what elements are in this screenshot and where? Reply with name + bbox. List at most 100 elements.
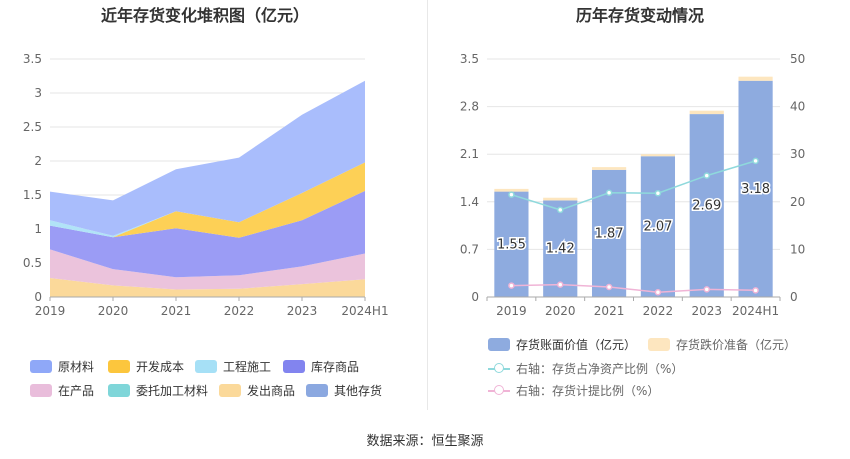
y-tick-label: 3 [34, 86, 42, 100]
x-tick-label: 2022 [224, 304, 255, 318]
area-原材料 [50, 80, 365, 236]
legend-label: 其他存货 [334, 384, 383, 398]
y-tick-label: 0.5 [23, 256, 42, 270]
data-label: 2.69 [692, 199, 721, 214]
right-chart-title: 历年存货变动情况 [575, 6, 704, 25]
left-legend: 原材料 开发成本 工程施工 库存商品 在产品 委托加工材料 发出商品 其他存货 [0, 358, 420, 398]
data-label: 3.18 [741, 182, 770, 197]
legend-label: 库存商品 [311, 360, 360, 374]
point-net-asset-ratio [557, 206, 564, 214]
x-tick-label: 2023 [287, 304, 318, 318]
x-tick-label: 2019 [35, 304, 66, 318]
point-net-asset-ratio [654, 189, 662, 197]
legend-item-raw-materials[interactable]: 原材料 [30, 358, 94, 375]
legend-swatch [306, 384, 328, 397]
data-label: 1.87 [595, 226, 624, 241]
point-net-asset-ratio [703, 172, 710, 179]
point-provision-ratio [752, 287, 759, 294]
point-provision-ratio [703, 286, 710, 293]
legend-item-construction[interactable]: 工程施工 [195, 358, 271, 375]
legend-swatch [488, 338, 510, 351]
legend-label: 原材料 [58, 360, 95, 374]
x-tick-label: 2019 [496, 304, 527, 318]
y-left-tick-label: 0.7 [460, 242, 479, 256]
point-provision-ratio [605, 283, 613, 291]
y-right-tick-label: 20 [790, 195, 805, 209]
y-left-tick-label: 2.8 [460, 100, 479, 114]
x-tick-label: 2024H1 [732, 304, 779, 318]
x-tick-label: 2020 [98, 304, 129, 318]
bar-book-value [738, 80, 773, 297]
legend-label: 工程施工 [223, 360, 272, 374]
legend-swatch [648, 338, 670, 351]
panel-divider [427, 0, 428, 410]
y-right-tick-label: 40 [790, 100, 805, 114]
line-net-asset-ratio [511, 160, 756, 211]
legend-swatch [30, 384, 52, 397]
data-label: 2.07 [643, 220, 672, 235]
bar-book-value [543, 200, 578, 297]
legend-swatch [219, 384, 241, 397]
y-tick-label: 1.5 [23, 188, 42, 202]
left-chart-title: 近年存货变化堆积图（亿元） [100, 6, 309, 25]
legend-label: 存货账面价值（亿元） [516, 338, 637, 352]
stacked-area-chart: 0 0.5 1 1.5 2 2.5 3 3.5 2019 2020 2021 2022 2023 2024… [23, 52, 389, 318]
y-tick-label: 3.5 [23, 52, 42, 66]
legend-label: 右轴：存货计提比例（%） [516, 384, 660, 398]
legend-item-goods-shipped[interactable]: 发出商品 [219, 382, 295, 399]
y-right-tick-label: 0 [790, 290, 798, 304]
y-tick-label: 1 [34, 222, 42, 236]
point-net-asset-ratio [508, 191, 515, 198]
legend-item-book-value[interactable]: 存货账面价值（亿元） [488, 336, 636, 353]
area-工程施工 [50, 162, 365, 238]
y-left-tick-label: 1.4 [460, 195, 479, 209]
legend-swatch [108, 384, 130, 397]
x-tick-label: 2023 [691, 304, 722, 318]
legend-item-other-inventory[interactable]: 其他存货 [306, 382, 382, 399]
bar-book-value [494, 191, 529, 297]
y-tick-label: 2.5 [23, 120, 42, 134]
data-label: 1.42 [546, 242, 575, 257]
x-tick-label: 2021 [594, 304, 625, 318]
bar-impairment [543, 197, 578, 201]
bar-impairment [689, 110, 724, 115]
data-source: 数据来源：恒生聚源 [366, 434, 484, 449]
legend-line-marker [488, 384, 510, 397]
legend-label: 开发成本 [136, 360, 185, 374]
legend-item-development-cost[interactable]: 开发成本 [108, 358, 184, 375]
legend-label: 存货跌价准备（亿元） [676, 338, 797, 352]
legend-item-wip[interactable]: 在产品 [30, 382, 94, 399]
x-tick-label: 2022 [643, 304, 674, 318]
right-legend: 存货账面价值（亿元） 存货跌价准备（亿元） 右轴：存货占净资产比例（%） 右轴：… [430, 336, 850, 400]
bar-impairment [640, 154, 676, 157]
area-开发成本 [50, 162, 365, 238]
legend-label: 发出商品 [247, 384, 296, 398]
y-right-tick-label: 50 [790, 52, 805, 66]
x-tick-label: 2024H1 [341, 304, 388, 318]
point-provision-ratio [654, 288, 662, 296]
point-provision-ratio [557, 281, 564, 288]
legend-item-impairment[interactable]: 存货跌价准备（亿元） [648, 336, 796, 353]
y-left-tick-label: 3.5 [460, 52, 479, 66]
legend-swatch [195, 360, 217, 373]
legend-swatch [30, 360, 52, 373]
legend-swatch [108, 360, 130, 373]
legend-item-provision-ratio[interactable]: 右轴：存货计提比例（%） [488, 382, 659, 399]
bar-impairment [738, 76, 773, 81]
legend-label: 右轴：存货占净资产比例（%） [516, 362, 684, 376]
legend-item-net-asset-ratio[interactable]: 右轴：存货占净资产比例（%） [488, 360, 683, 377]
area-库存商品 [50, 190, 365, 278]
bar-impairment [494, 188, 529, 192]
legend-label: 在产品 [58, 384, 95, 398]
legend-item-consigned-materials[interactable]: 委托加工材料 [108, 382, 208, 399]
area-发出商品 [50, 278, 365, 297]
data-label: 1.55 [497, 237, 526, 252]
legend-swatch [283, 360, 305, 373]
bar-impairment [591, 167, 627, 170]
bar-book-value [689, 114, 724, 297]
x-tick-label: 2021 [161, 304, 192, 318]
legend-label: 委托加工材料 [136, 384, 209, 398]
legend-item-finished-goods[interactable]: 库存商品 [283, 358, 359, 375]
line-provision-ratio [511, 283, 756, 293]
area-在产品 [50, 249, 365, 290]
